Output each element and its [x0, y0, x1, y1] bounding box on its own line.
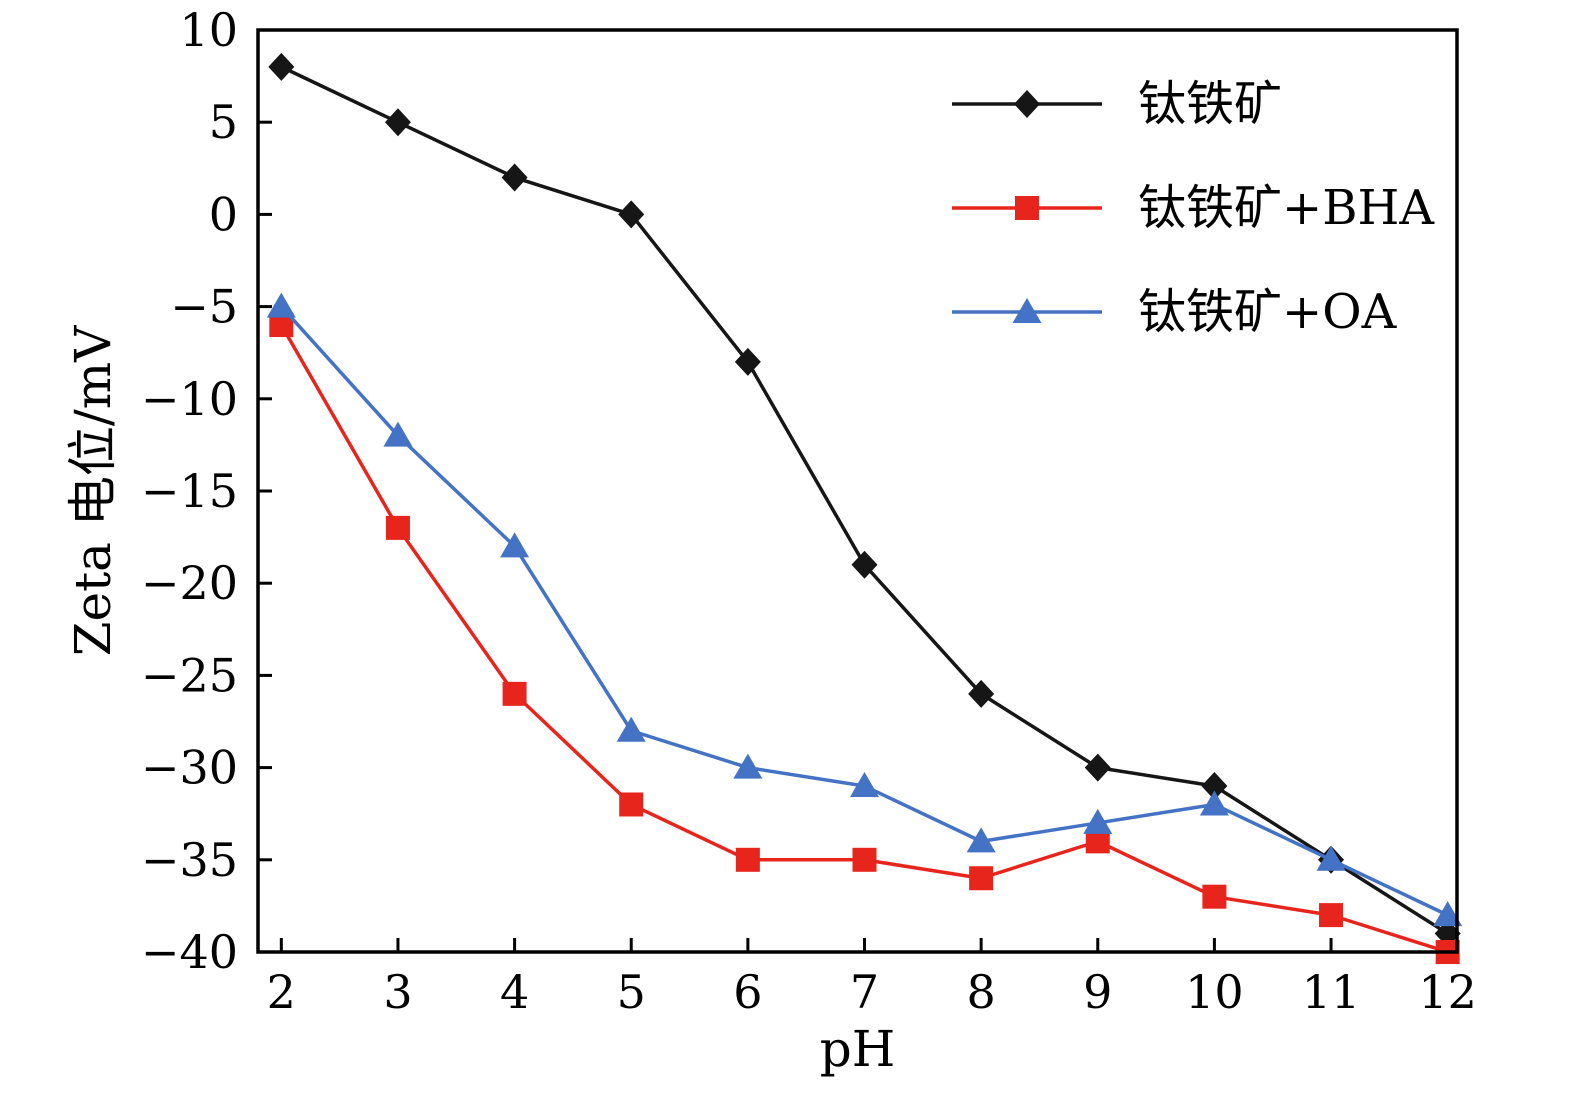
y-axis-tick-label: −15 — [141, 464, 238, 518]
y-axis-tick-label: −5 — [170, 280, 238, 334]
legend-marker-1 — [1015, 196, 1039, 220]
series-0-marker — [268, 52, 295, 81]
y-axis-tick-label: −30 — [141, 741, 238, 795]
series-2-marker — [1083, 808, 1113, 834]
series-2-marker — [966, 827, 996, 853]
series-1-marker — [502, 681, 527, 706]
series-0-marker — [851, 550, 878, 579]
x-axis-tick-label: 7 — [850, 965, 879, 1019]
series-1-marker — [1202, 884, 1227, 909]
series-1-marker — [735, 847, 760, 872]
x-axis-label: pH — [820, 1020, 896, 1078]
y-axis-tick-label: −25 — [141, 648, 238, 702]
y-axis-tick-label: 0 — [209, 187, 238, 241]
series-1-marker — [969, 866, 994, 891]
plot-frame — [256, 28, 1459, 954]
y-axis-label: Zeta 电位/mV — [64, 325, 122, 656]
y-axis-tick-label: 10 — [179, 3, 238, 57]
series-1-marker — [852, 847, 877, 872]
series-0-marker — [618, 200, 645, 229]
series-0-marker — [1201, 772, 1228, 801]
series-2-marker — [616, 716, 646, 742]
y-axis-tick-label: −10 — [141, 372, 238, 426]
x-axis-tick-label: 8 — [966, 965, 995, 1019]
legend-marker-0 — [1014, 90, 1040, 118]
x-axis-tick-label: 10 — [1185, 965, 1244, 1019]
legend-label-0: 钛铁矿 — [1138, 76, 1282, 132]
x-axis-tick-label: 3 — [383, 965, 412, 1019]
series-0-marker — [1084, 753, 1111, 782]
x-axis-tick-label: 11 — [1302, 965, 1361, 1019]
series-2-marker — [1199, 790, 1229, 816]
series-0-marker — [384, 108, 411, 137]
x-axis-tick-label: 2 — [267, 965, 296, 1019]
legend-item-1: 钛铁矿+BHA — [952, 180, 1435, 236]
series-1-marker — [1319, 903, 1344, 928]
series-1-marker — [385, 515, 410, 540]
series-2-marker — [500, 532, 530, 558]
x-axis-tick-label: 5 — [617, 965, 646, 1019]
x-axis-tick-label: 6 — [733, 965, 762, 1019]
series-0-marker — [968, 679, 995, 708]
x-axis-tick-label: 9 — [1083, 965, 1112, 1019]
y-axis-tick-label: −40 — [141, 925, 238, 979]
series-0-marker — [501, 163, 528, 192]
legend-marker-2 — [1012, 298, 1042, 323]
y-axis-tick-label: −35 — [141, 833, 238, 887]
x-axis-tick-label: 12 — [1418, 965, 1477, 1019]
series-2 — [266, 292, 1463, 927]
y-axis-tick-label: −20 — [141, 556, 238, 610]
series-2-marker — [1433, 901, 1463, 927]
x-axis-tick-label: 4 — [500, 965, 529, 1019]
y-axis-tick-label: 5 — [209, 95, 238, 149]
legend-item-0: 钛铁矿 — [952, 76, 1282, 132]
series-2-marker — [849, 772, 879, 798]
series-2-marker — [383, 421, 413, 447]
legend-label-2: 钛铁矿+OA — [1138, 284, 1398, 340]
series-2-marker — [733, 753, 763, 779]
legend-item-2: 钛铁矿+OA — [952, 284, 1398, 340]
series-2-marker — [266, 292, 296, 318]
legend-label-1: 钛铁矿+BHA — [1138, 180, 1435, 236]
series-0 — [268, 52, 1461, 948]
series-2-marker — [1316, 845, 1346, 871]
series-1-marker — [619, 792, 644, 817]
series-0-marker — [734, 347, 761, 376]
axis-ticks: 2 3 4 5 6 7 8 9 10 11 12 10 5 0 −5 −10 −15 −20 −25 −30 −35 −4… — [141, 3, 1477, 1019]
